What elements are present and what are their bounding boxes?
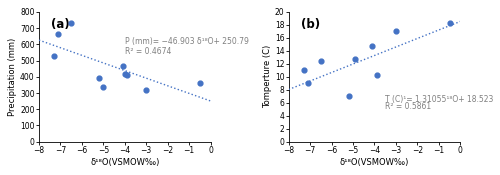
Text: (b): (b) [300,18,320,31]
Point [100,85,108,88]
Y-axis label: Tomperture (C): Tomperture (C) [263,45,272,108]
Point [142,88,150,91]
Point [121,73,129,76]
Point [446,22,454,24]
Text: R² = 0.5861: R² = 0.5861 [385,102,432,110]
Point [54,32,62,35]
Point [123,74,131,76]
Text: R² = 0.4674: R² = 0.4674 [125,47,171,56]
Text: (a): (a) [51,18,70,31]
Y-axis label: Precipitation (mm): Precipitation (mm) [8,38,18,116]
Point [317,59,325,62]
Point [372,74,380,76]
Point [392,30,400,33]
Point [344,95,352,98]
Point [300,69,308,72]
Text: T (C)¹= 1.31055¹⁸O+ 18.523: T (C)¹= 1.31055¹⁸O+ 18.523 [385,95,494,104]
Point [118,65,126,68]
Point [304,82,312,85]
Point [368,44,376,47]
Text: P (mm)= −46.903 δ¹⁸O+ 250.79: P (mm)= −46.903 δ¹⁸O+ 250.79 [125,37,248,46]
X-axis label: δ¹⁸O(VSMOW‰): δ¹⁸O(VSMOW‰) [90,158,160,167]
X-axis label: δ¹⁸O(VSMOW‰): δ¹⁸O(VSMOW‰) [340,158,409,167]
Point [196,82,204,85]
Point [50,55,58,58]
Point [67,22,75,25]
Point [351,58,359,61]
Point [95,76,103,79]
